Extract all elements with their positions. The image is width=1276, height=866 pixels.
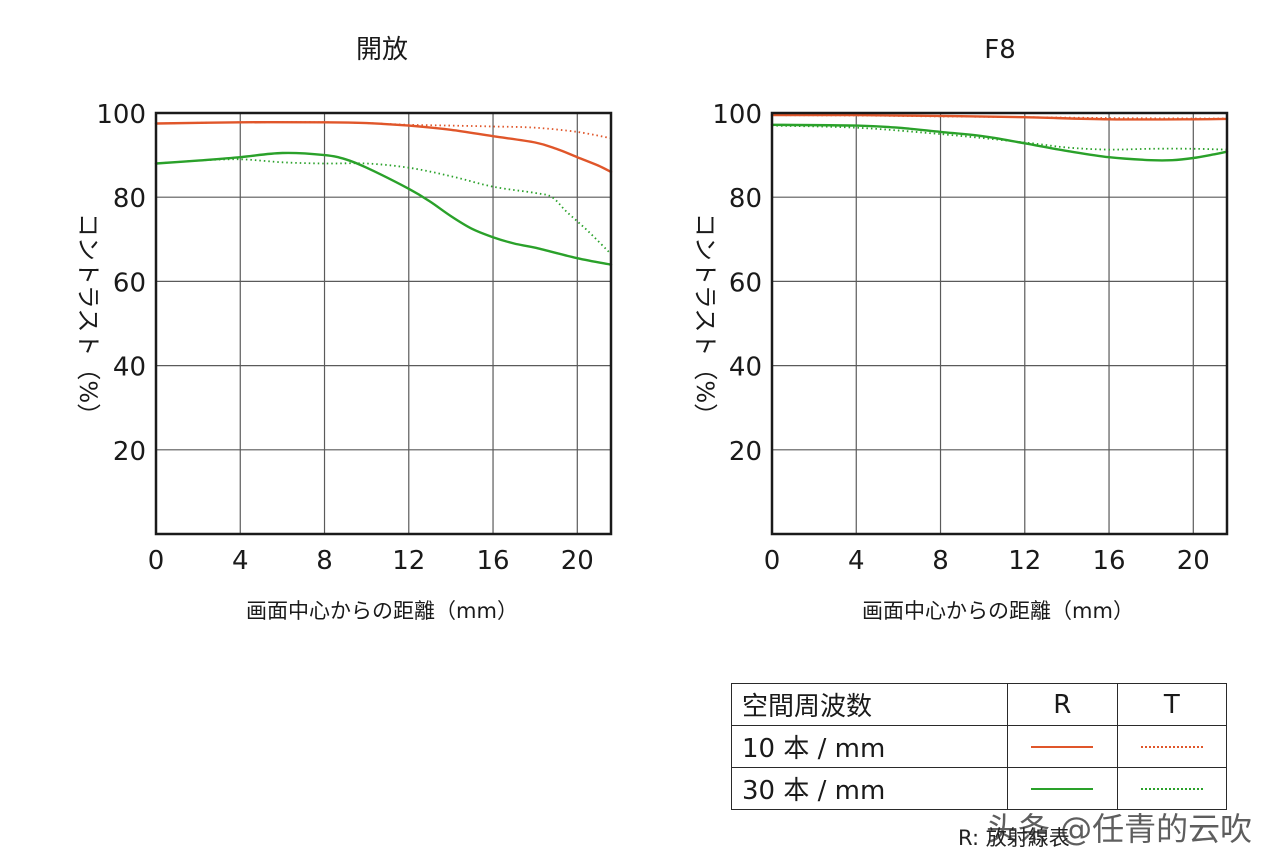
x-tick-label: 12 bbox=[392, 546, 425, 576]
y-tick-labels: 20 40 60 80 100 bbox=[96, 100, 146, 467]
x-axis-label: 画面中心からの距離（mm） bbox=[862, 599, 1134, 623]
series-line-dotted bbox=[771, 124, 1228, 151]
y-axis-label: コントラスト（%） bbox=[74, 213, 102, 427]
y-tick-labels: 20 40 60 80 100 bbox=[712, 100, 762, 467]
grid bbox=[772, 113, 1227, 534]
legend-swatch-dotted bbox=[1140, 746, 1203, 748]
x-tick-label: 4 bbox=[232, 546, 249, 576]
y-axis-label: コントラスト（%） bbox=[691, 213, 719, 427]
chart-title: F8 bbox=[984, 35, 1016, 65]
series-line-dotted bbox=[155, 121, 612, 140]
legend-swatch-solid bbox=[1031, 788, 1094, 790]
x-tick-label: 12 bbox=[1008, 546, 1041, 576]
y-tick-label: 100 bbox=[712, 100, 762, 130]
legend-table: 空間周波数 R T 10 本 / mm 30 本 / mm bbox=[730, 683, 1228, 810]
x-tick-label: 4 bbox=[848, 546, 865, 576]
plot-frame bbox=[154, 111, 613, 536]
legend-cell-t bbox=[1116, 767, 1228, 810]
legend-cell-r bbox=[1007, 767, 1118, 810]
legend-header-t: T bbox=[1116, 683, 1228, 726]
series-line-solid bbox=[154, 120, 613, 174]
x-tick-label: 20 bbox=[561, 546, 594, 576]
x-tick-label: 0 bbox=[148, 546, 165, 576]
x-tick-labels: 0 4 8 12 16 20 bbox=[764, 546, 1210, 576]
footnote: R: 放射線表 bbox=[958, 826, 1070, 850]
y-tick-label: 80 bbox=[729, 184, 762, 214]
y-tick-label: 20 bbox=[113, 437, 146, 467]
chart-title: 開放 bbox=[356, 35, 408, 65]
legend-header-label: 空間周波数 bbox=[730, 683, 1009, 726]
x-tick-label: 8 bbox=[316, 546, 333, 576]
series-line-dotted bbox=[155, 158, 612, 255]
y-tick-label: 40 bbox=[113, 353, 146, 383]
legend-swatch-solid bbox=[1031, 746, 1094, 748]
series-line-dotted bbox=[771, 114, 1227, 120]
x-tick-label: 16 bbox=[476, 546, 509, 576]
y-tick-label: 40 bbox=[729, 353, 762, 383]
y-tick-label: 60 bbox=[729, 268, 762, 298]
legend-cell-r bbox=[1007, 725, 1118, 768]
y-tick-label: 20 bbox=[729, 437, 762, 467]
legend-header-r: R bbox=[1007, 683, 1118, 726]
legend-row-label: 10 本 / mm bbox=[730, 725, 1009, 768]
legend-row-label: 30 本 / mm bbox=[730, 767, 1009, 810]
x-axis-label: 画面中心からの距離（mm） bbox=[246, 599, 518, 623]
legend-cell-t bbox=[1116, 725, 1228, 768]
x-tick-labels: 0 4 8 12 16 20 bbox=[148, 546, 594, 576]
x-tick-label: 20 bbox=[1177, 546, 1210, 576]
series-layer bbox=[770, 113, 1229, 162]
x-tick-label: 8 bbox=[932, 546, 949, 576]
plot-frame bbox=[770, 111, 1229, 536]
chart-open: 開放 0 4 8 12 16 20 20 40 60 80 100 画面中心からの距離（mm） コ… bbox=[74, 35, 613, 623]
chart-f8: F8 0 4 8 12 16 20 20 40 60 80 100 画面中心からの距離（mm） コ… bbox=[691, 35, 1229, 623]
series-line-solid bbox=[154, 151, 613, 266]
grid bbox=[156, 113, 611, 534]
y-tick-label: 100 bbox=[96, 100, 146, 130]
x-tick-label: 0 bbox=[764, 546, 781, 576]
series-line-solid bbox=[770, 123, 1229, 162]
legend-swatch-dotted bbox=[1140, 788, 1203, 790]
series-layer bbox=[154, 120, 613, 266]
legend-header-row: 空間周波数 R T bbox=[730, 683, 1228, 726]
legend-row: 10 本 / mm bbox=[730, 725, 1228, 768]
watermark: 头条 @任青的云吹 bbox=[986, 810, 1253, 848]
legend-row: 30 本 / mm bbox=[730, 767, 1228, 810]
y-tick-label: 80 bbox=[113, 184, 146, 214]
y-tick-label: 60 bbox=[113, 268, 146, 298]
x-tick-label: 16 bbox=[1092, 546, 1125, 576]
